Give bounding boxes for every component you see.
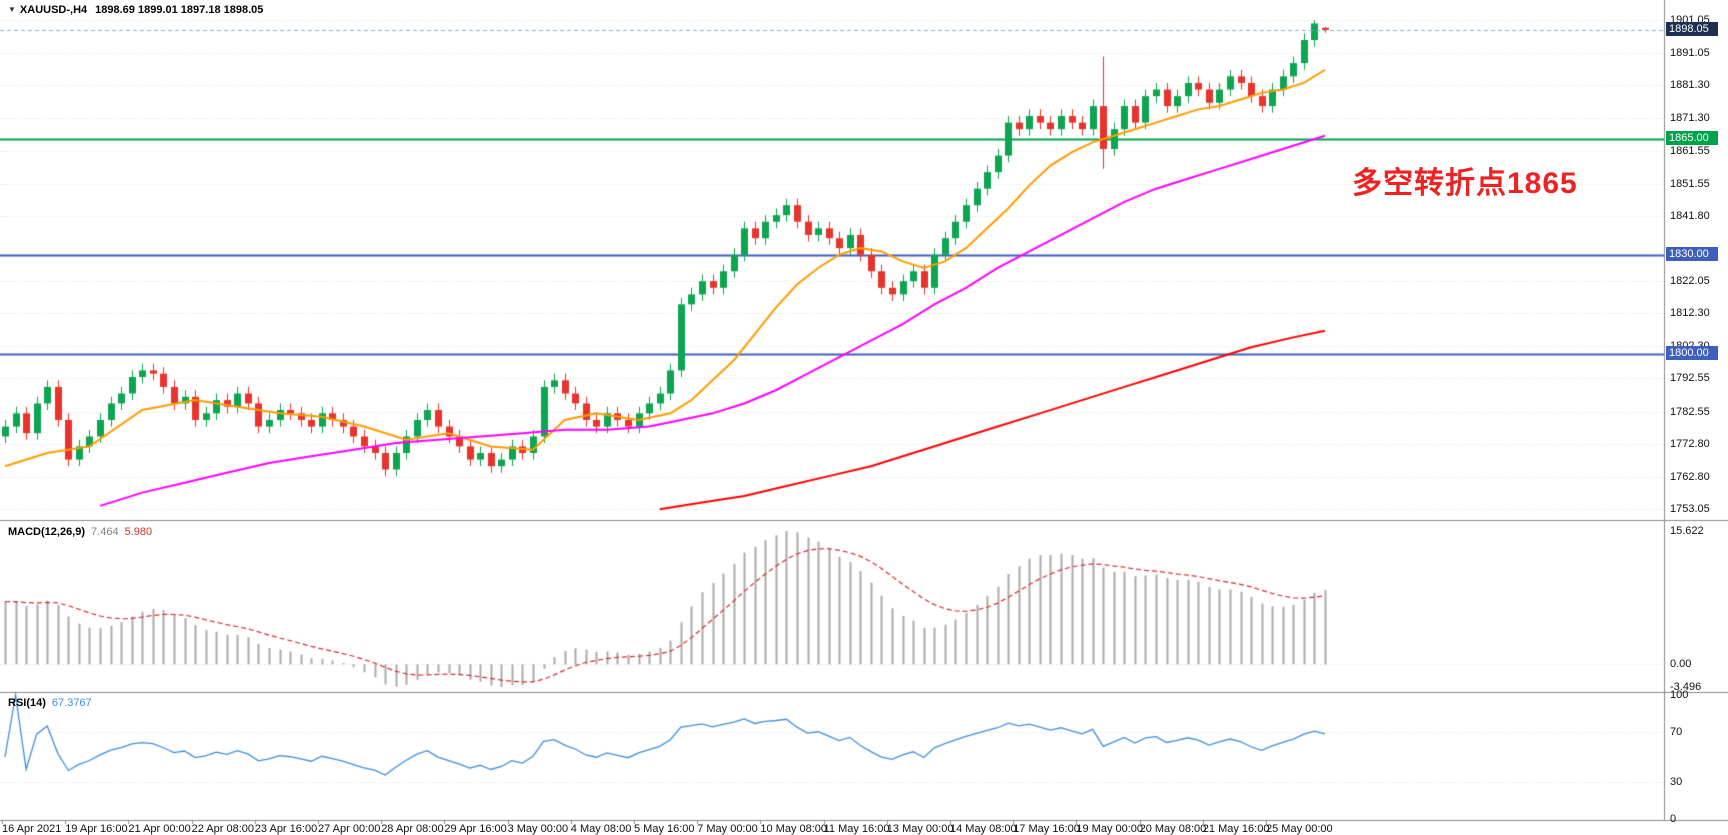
rsi-indicator-label: RSI(14) 67.3767 [8, 697, 92, 709]
price-axis-label: 1841.80 [1670, 209, 1710, 222]
macd-indicator-label: MACD(12,26,9) 7.464 5.980 [8, 526, 152, 538]
time-axis-label: 5 May 16:00 [634, 823, 695, 835]
price-axis-label: 1871.30 [1670, 112, 1710, 125]
price-tag: 1898.05 [1666, 21, 1718, 36]
time-axis-label: 13 May 00:00 [886, 823, 954, 835]
price-tag: 1800.00 [1666, 345, 1718, 360]
time-axis-label: 21 Apr 00:00 [128, 823, 191, 835]
time-axis-label: 22 Apr 08:00 [191, 823, 254, 835]
symbol-timeframe-label: XAUUSD-,H4 [19, 4, 88, 16]
macd-scale-label: -3.496 [1670, 681, 1702, 693]
price-tag: 1865.00 [1666, 131, 1718, 146]
time-axis-label: 27 Apr 00:00 [318, 823, 381, 835]
rsi-name: RSI(14) [8, 697, 46, 709]
symbol-dropdown-icon[interactable]: ▼ [8, 5, 16, 14]
price-axis-label: 1891.05 [1670, 47, 1710, 60]
price-axis-label: 1861.55 [1670, 144, 1710, 157]
price-axis-label: 1762.80 [1670, 470, 1710, 483]
chart-ohlc-header: ▼ XAUUSD-,H4 1898.69 1899.01 1897.18 1898.… [8, 4, 263, 16]
price-axis-label: 1812.30 [1670, 307, 1710, 320]
rsi-scale-label: 30 [1670, 775, 1683, 788]
macd-signal-value: 5.980 [124, 526, 153, 538]
macd-main-value: 7.464 [91, 526, 119, 538]
macd-name: MACD(12,26,9) [8, 526, 86, 538]
price-axis-label: 1792.55 [1670, 372, 1710, 385]
price-axis-label: 1851.55 [1670, 177, 1710, 190]
annotation-text: 多空转折点1865 [1352, 167, 1578, 200]
time-axis-label: 7 May 00:00 [697, 823, 758, 835]
macd-scale-label: 15.622 [1670, 525, 1704, 537]
time-axis-label: 14 May 08:00 [950, 823, 1017, 835]
time-axis-label: 19 May 00:00 [1076, 823, 1144, 835]
price-tag: 1830.00 [1666, 246, 1718, 261]
time-axis-label: 3 May 00:00 [507, 823, 569, 835]
time-axis-label: 17 May 16:00 [1013, 823, 1080, 835]
time-axis-label: 21 May 16:00 [1202, 823, 1270, 835]
time-axis-label: 23 Apr 16:00 [254, 823, 318, 835]
price-axis-label: 1881.30 [1670, 79, 1710, 92]
time-axis-label: 20 May 08:00 [1139, 823, 1207, 835]
time-axis-label: 16 Apr 2021 [2, 823, 62, 835]
time-axis-label: 29 Apr 16:00 [444, 823, 507, 835]
time-axis-label: 4 May 08:00 [570, 823, 632, 835]
price-axis-label: 1822.05 [1670, 275, 1710, 288]
price-axis-label: 1772.80 [1670, 437, 1710, 450]
macd-scale-label: 0.00 [1670, 658, 1692, 671]
ohlc-values: 1898.69 1899.01 1897.18 1898.05 [95, 4, 264, 16]
time-axis-label: 11 May 16:00 [823, 823, 890, 835]
price-axis-label: 1753.05 [1670, 503, 1710, 515]
price-axis-label: 1782.55 [1670, 405, 1710, 418]
time-axis-label: 28 Apr 08:00 [381, 823, 444, 835]
rsi-scale-label: 70 [1670, 726, 1683, 739]
rsi-value: 67.3767 [51, 697, 92, 709]
rsi-scale-label: 0 [1670, 813, 1677, 825]
rsi-scale-label: 100 [1670, 689, 1689, 701]
time-axis-label: 25 May 00:00 [1266, 823, 1333, 835]
time-axis-label: 10 May 08:00 [760, 823, 828, 835]
time-axis-label: 19 Apr 16:00 [65, 823, 128, 835]
